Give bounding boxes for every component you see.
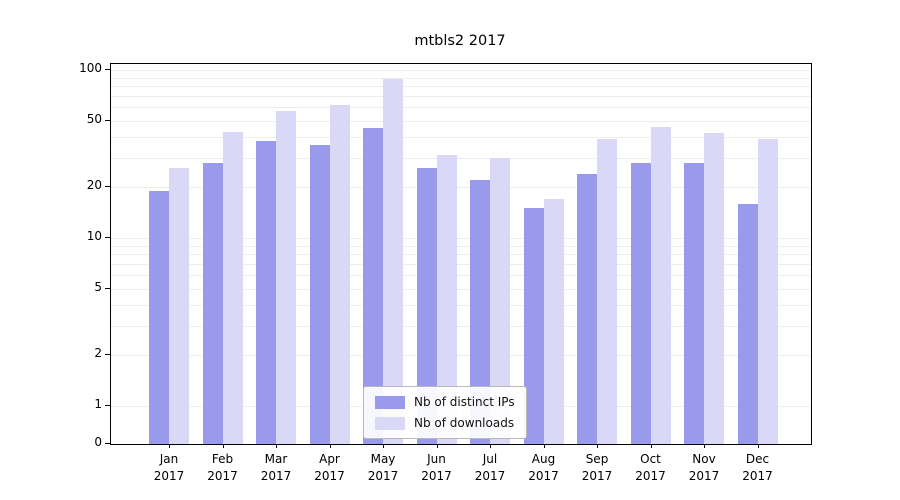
legend-item-distinct-ips: Nb of distinct IPs (375, 395, 515, 409)
x-tick-year: 2017 (688, 469, 720, 484)
x-tick-year: 2017 (367, 469, 399, 484)
x-tick-label: Apr 2017 (298, 451, 362, 486)
x-tick-year: 2017 (260, 469, 292, 484)
bar-downloads (597, 138, 617, 444)
x-tick-month: Apr (319, 452, 340, 466)
gridline (111, 238, 811, 239)
gridline (111, 187, 811, 189)
x-tick-month: Nov (692, 452, 716, 466)
bar-downloads (650, 126, 671, 444)
bar-distinct-ips (630, 162, 651, 444)
bar-downloads (436, 155, 457, 444)
x-tick-label: Aug 2017 (512, 451, 576, 486)
bar-downloads (704, 133, 724, 444)
x-tick-label: Sep 2017 (565, 451, 629, 486)
bar-distinct-ips (577, 174, 597, 444)
bar-distinct-ips (737, 203, 758, 444)
bar-distinct-ips (363, 128, 383, 444)
gridline (111, 157, 811, 159)
y-tick-label: 50 (86, 111, 102, 126)
x-tick-month: Feb (211, 452, 234, 466)
y-tick-label: 1 (94, 397, 102, 411)
bar-downloads (543, 199, 564, 444)
x-tick-month: Aug (531, 452, 556, 466)
x-tick-label: May 2017 (351, 451, 415, 486)
gridline (111, 107, 811, 109)
gridline (111, 304, 811, 306)
x-tick-label: Oct 2017 (619, 451, 683, 486)
gridline (111, 254, 811, 256)
bar-downloads (169, 168, 189, 444)
gridline (111, 245, 811, 247)
gridline (111, 264, 811, 266)
plot-area: Nb of distinct IPs Nb of downloads (110, 63, 812, 445)
x-tick-year: 2017 (742, 469, 773, 484)
x-tick-month: Oct (640, 452, 661, 466)
x-tick-month: Jun (427, 452, 446, 466)
x-tick-year: 2017 (421, 469, 452, 484)
bar-downloads (490, 157, 510, 444)
chart-title: mtbls2 2017 (414, 33, 506, 49)
gridline (111, 86, 811, 88)
gridline (111, 120, 811, 122)
x-tick-label: Jul 2017 (458, 451, 522, 486)
legend-label-distinct-ips: Nb of distinct IPs (414, 395, 515, 409)
legend-swatch-distinct-ips (375, 395, 405, 409)
x-tick-label: Nov 2017 (672, 451, 736, 486)
x-tick-year: 2017 (153, 469, 185, 484)
x-tick-month: May (370, 452, 396, 466)
y-tick-label: 5 (94, 279, 102, 294)
x-tick-label: Feb 2017 (191, 451, 255, 486)
bar-distinct-ips (309, 144, 330, 444)
x-tick-label: Jun 2017 (405, 451, 469, 486)
legend-label-downloads: Nb of downloads (414, 416, 515, 430)
gridline (111, 355, 811, 357)
bar-downloads (757, 138, 778, 444)
gridline (111, 136, 811, 138)
gridline (111, 275, 811, 277)
legend-swatch-downloads (375, 416, 405, 430)
y-tick-label: 10 (86, 229, 102, 243)
x-tick-label: Dec 2017 (726, 451, 790, 486)
bar-distinct-ips (202, 162, 223, 444)
bar-distinct-ips (684, 162, 704, 444)
bar-distinct-ips (256, 140, 276, 444)
y-tick-label: 20 (86, 178, 102, 193)
legend: Nb of distinct IPs Nb of downloads (363, 386, 527, 439)
gridline (111, 70, 811, 71)
x-tick-year: 2017 (528, 469, 559, 484)
bar-distinct-ips (523, 208, 544, 444)
x-tick-label: Jan 2017 (137, 451, 201, 486)
gridline (111, 288, 811, 290)
y-tick-label: 100 (79, 61, 102, 75)
x-tick-month: Jan (159, 452, 179, 466)
bar-distinct-ips (149, 191, 169, 444)
x-tick-year: 2017 (635, 469, 666, 484)
x-tick-month: Dec (745, 452, 770, 466)
gridline (111, 77, 811, 79)
bar-downloads (329, 104, 350, 444)
bar-downloads (276, 111, 296, 444)
bar-distinct-ips (470, 180, 490, 444)
x-tick-month: Sep (585, 452, 609, 466)
x-tick-label: Mar 2017 (244, 451, 308, 486)
gridline (111, 96, 811, 98)
bar-downloads (222, 131, 243, 444)
x-tick-year: 2017 (581, 469, 613, 484)
y-tick-label: 2 (94, 346, 102, 361)
x-tick-year: 2017 (314, 469, 345, 484)
x-tick-year: 2017 (474, 469, 506, 484)
x-tick-month: Jul (482, 452, 498, 466)
bar-distinct-ips (416, 168, 437, 444)
x-tick-year: 2017 (207, 469, 238, 484)
x-tick-month: Mar (264, 452, 288, 466)
legend-item-downloads: Nb of downloads (375, 416, 515, 430)
y-tick-label: 0 (94, 435, 102, 449)
gridline (111, 325, 811, 327)
bar-downloads (383, 79, 403, 444)
